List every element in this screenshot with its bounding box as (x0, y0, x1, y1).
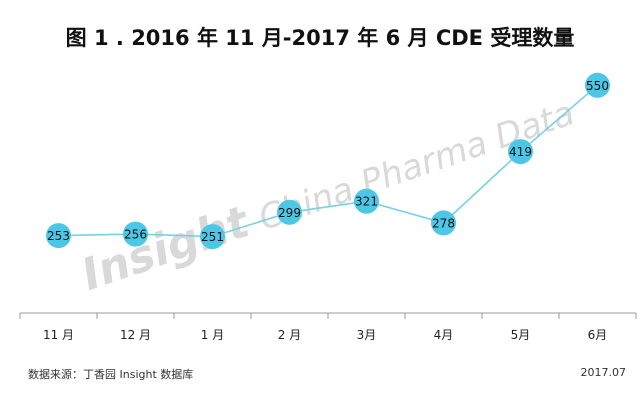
chart-title: 图 1 . 2016 年 11 月-2017 年 6 月 CDE 受理数量 (65, 26, 575, 50)
data-point: 419 (508, 139, 533, 165)
data-label: 256 (124, 228, 147, 242)
point-marker (354, 188, 379, 214)
series-line (58, 84, 599, 238)
x-tick-label: 6月 (588, 328, 608, 342)
data-point: 321 (354, 188, 379, 214)
x-ticks (19, 313, 637, 319)
data-point: 550 (585, 72, 610, 98)
data-label: 321 (355, 195, 378, 209)
data-label: 278 (432, 216, 455, 230)
x-tick-labels: 11 月 12 月 1 月 2 月 3月 4月 5月 6月 (43, 328, 607, 342)
point-marker (123, 221, 148, 247)
x-tick-label: 12 月 (120, 328, 151, 342)
data-points: 253 256 251 299 321 278 419 550 (46, 72, 610, 250)
point-marker (585, 72, 610, 98)
data-point: 251 (200, 224, 225, 250)
point-marker (277, 199, 302, 225)
x-tick-label: 3月 (357, 328, 377, 342)
data-point: 278 (431, 210, 456, 236)
data-label: 299 (278, 206, 301, 220)
data-point: 299 (277, 199, 302, 225)
source-note: 数据来源：丁香园 Insight 数据库 (28, 368, 194, 381)
x-tick-label: 4月 (434, 328, 454, 342)
point-marker (508, 139, 533, 165)
data-label: 251 (201, 230, 224, 244)
point-marker (46, 223, 71, 249)
point-marker (431, 210, 456, 236)
date-note: 2017.07 (580, 366, 627, 379)
data-label: 419 (509, 145, 532, 159)
data-point: 256 (123, 221, 148, 247)
data-label: 253 (47, 229, 70, 243)
data-point: 253 (46, 223, 71, 249)
x-tick-label: 5月 (511, 328, 531, 342)
point-marker (200, 224, 225, 250)
x-tick-label: 1 月 (201, 328, 224, 342)
x-tick-label: 11 月 (43, 328, 74, 342)
x-tick-label: 2 月 (278, 328, 301, 342)
data-label: 550 (586, 79, 609, 93)
